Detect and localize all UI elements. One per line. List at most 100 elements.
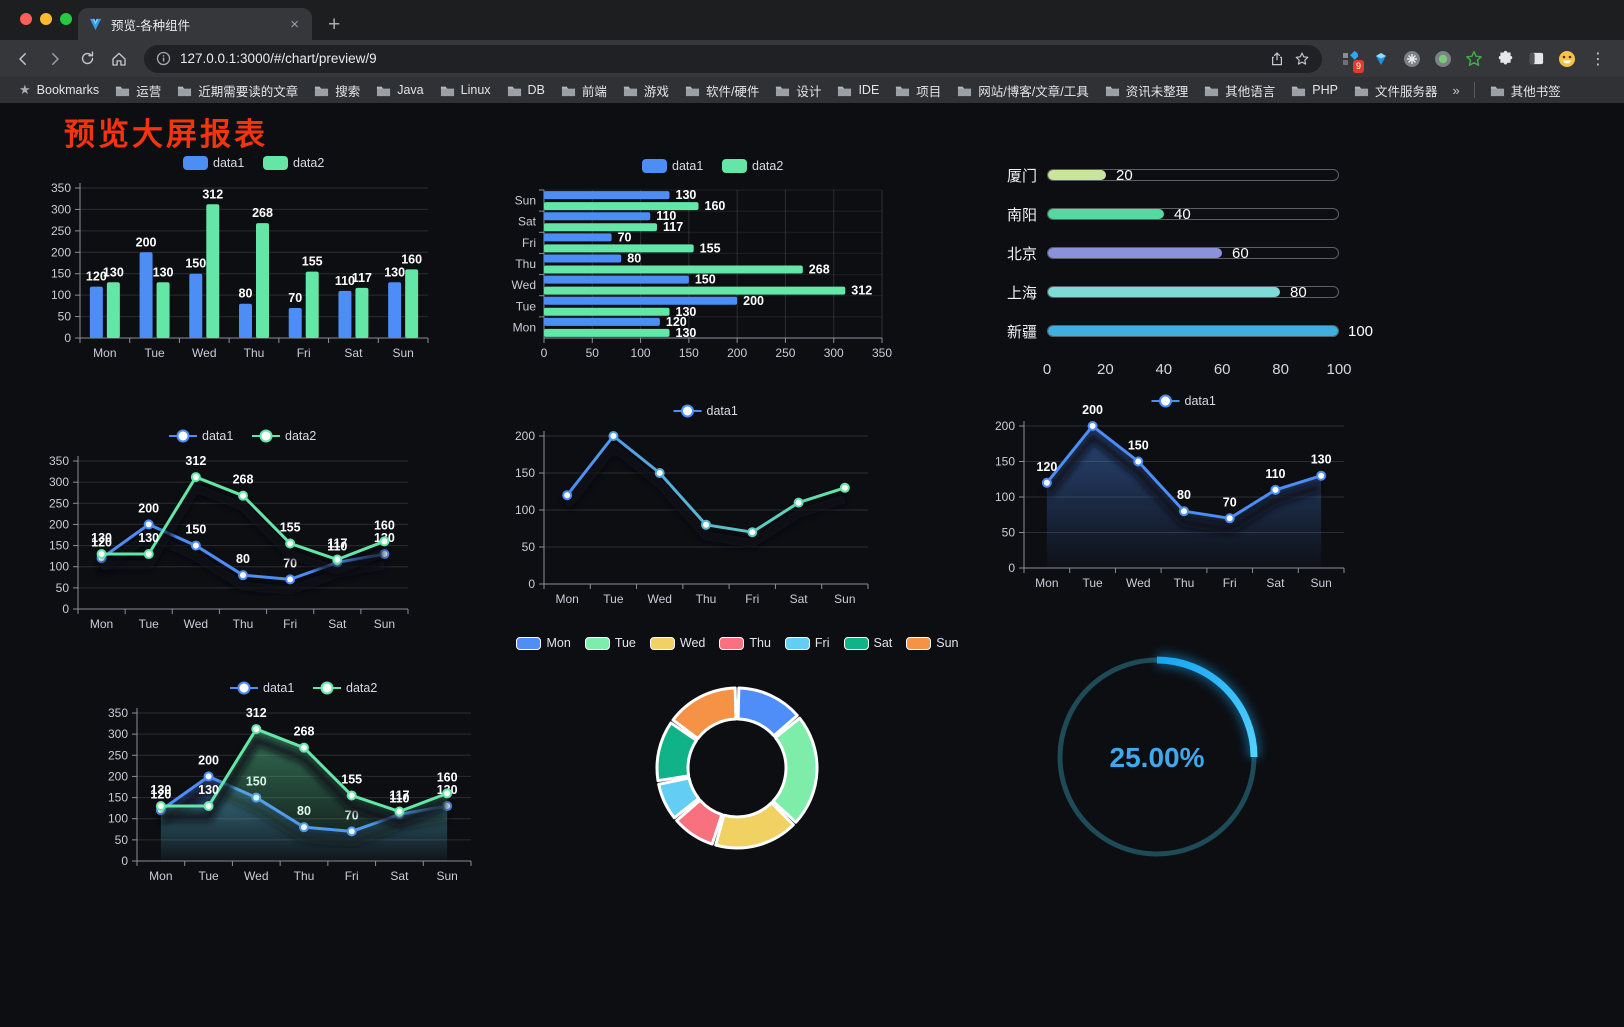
progress-fill bbox=[1048, 326, 1338, 336]
legend-item[interactable]: Tue bbox=[584, 636, 636, 650]
svg-text:160: 160 bbox=[401, 252, 422, 266]
svg-text:50: 50 bbox=[1002, 526, 1016, 540]
svg-text:Fri: Fri bbox=[1223, 576, 1237, 590]
window-minimize-button[interactable] bbox=[40, 13, 52, 25]
svg-text:160: 160 bbox=[374, 518, 395, 532]
window-zoom-button[interactable] bbox=[60, 13, 72, 25]
extensions-puzzle-icon[interactable] bbox=[1495, 49, 1515, 69]
bookmark-folder-item[interactable]: 软件/硬件 bbox=[678, 78, 766, 103]
svg-text:0: 0 bbox=[528, 577, 535, 591]
bookmarks-bar: ★ Bookmarks 运营 近期需要读的文章 搜索 Java Linux DB 前端 游戏软… bbox=[0, 77, 1624, 103]
svg-text:Mon: Mon bbox=[513, 320, 536, 334]
progress-fill bbox=[1048, 248, 1222, 258]
svg-text:110: 110 bbox=[1265, 467, 1285, 481]
home-button[interactable] bbox=[104, 45, 134, 73]
svg-text:250: 250 bbox=[108, 748, 128, 762]
svg-text:Mon: Mon bbox=[90, 617, 113, 631]
snowflake-extension-icon[interactable] bbox=[1402, 49, 1422, 69]
bookmark-folder-item[interactable]: 游戏 bbox=[616, 78, 676, 103]
svg-text:50: 50 bbox=[58, 310, 72, 324]
horizontal-bar-chart[interactable]: data1 data2 0 50 100 150 200 250 300 350 Mon 120 130… bbox=[498, 150, 896, 368]
progress-fill bbox=[1048, 209, 1164, 219]
bookmark-folder-item[interactable]: 其他语言 bbox=[1197, 78, 1282, 103]
legend-item[interactable]: Thu bbox=[719, 636, 771, 650]
page-content: 预览大屏报表 0 50 100 150 200 250 300 350 Mon Tue Wed Thu… bbox=[0, 103, 1624, 1027]
svg-text:Tue: Tue bbox=[198, 869, 219, 883]
svg-text:Tue: Tue bbox=[144, 346, 165, 360]
svg-text:Sat: Sat bbox=[390, 869, 409, 883]
svg-text:Fri: Fri bbox=[745, 592, 759, 606]
grouped-bar-chart[interactable]: 0 50 100 150 200 250 300 350 Mon Tue Wed Thu Fri Sat S… bbox=[38, 148, 438, 368]
side-panel-icon[interactable] bbox=[1526, 49, 1546, 69]
svg-text:0: 0 bbox=[541, 346, 548, 360]
svg-text:Mon: Mon bbox=[149, 869, 172, 883]
svg-text:0: 0 bbox=[64, 331, 71, 345]
svg-text:80: 80 bbox=[236, 552, 250, 566]
bookmark-folder-item[interactable]: 网站/博客/文章/工具 bbox=[950, 78, 1095, 103]
svg-text:200: 200 bbox=[1082, 403, 1103, 417]
svg-text:200: 200 bbox=[49, 517, 69, 531]
bookmarks-manager-item[interactable]: ★ Bookmarks bbox=[19, 82, 100, 97]
progress-row: 新疆 100 bbox=[985, 322, 1373, 341]
browser-menu-icon[interactable]: ⋮ bbox=[1590, 50, 1606, 68]
legend-item[interactable]: Fri bbox=[784, 636, 830, 650]
legend-item[interactable]: Sun bbox=[906, 636, 959, 650]
bookmark-folder-item[interactable]: 文件服务器 bbox=[1347, 78, 1445, 103]
reload-button[interactable] bbox=[72, 45, 102, 73]
window-close-button[interactable] bbox=[20, 13, 32, 25]
area-line-chart[interactable]: 0 50 100 150 200 Mon Tue Wed Thu Fri Sat Sun data1 12… bbox=[982, 386, 1358, 598]
bookmarks-overflow-chevron[interactable]: » bbox=[1452, 82, 1460, 98]
svg-text:Sun: Sun bbox=[515, 194, 536, 208]
svg-text:Thu: Thu bbox=[515, 257, 536, 271]
donut-chart[interactable]: Mon Tue Wed Thu Fri Sat Sun bbox=[516, 631, 959, 893]
url-bar[interactable]: 127.0.0.1:3000/#/chart/preview/9 bbox=[144, 44, 1322, 73]
dual-line-chart[interactable]: 0 50 100 150 200 250 300 350 Mon Tue Wed Thu Fri Sat S… bbox=[36, 421, 422, 639]
green-star-extension-icon[interactable] bbox=[1464, 49, 1484, 69]
percentage-gauge-chart[interactable]: 25.00% bbox=[1037, 637, 1277, 877]
bookmark-folder-item[interactable]: 近期需要读的文章 bbox=[170, 78, 305, 103]
svg-text:Sat: Sat bbox=[1266, 576, 1285, 590]
legend-item[interactable]: Wed bbox=[649, 636, 705, 650]
bookmark-star-icon[interactable] bbox=[1294, 51, 1310, 67]
bookmark-folder-item[interactable]: 设计 bbox=[768, 78, 828, 103]
bookmark-folder-item[interactable]: 搜索 bbox=[307, 78, 367, 103]
svg-text:Thu: Thu bbox=[233, 617, 254, 631]
dual-area-line-chart[interactable]: 0 50 100 150 200 250 300 350 Mon Tue Wed Thu Fri Sat S… bbox=[95, 673, 485, 891]
tab-close-icon[interactable]: × bbox=[290, 15, 299, 33]
svg-text:200: 200 bbox=[743, 294, 764, 308]
bookmark-folder-item[interactable]: Java bbox=[369, 80, 430, 100]
share-icon[interactable] bbox=[1269, 51, 1285, 67]
legend-item[interactable]: Sat bbox=[843, 636, 892, 650]
tab-favicon bbox=[88, 17, 103, 32]
green-dot-extension-icon[interactable] bbox=[1433, 49, 1453, 69]
other-bookmarks-folder[interactable]: 其他书签 bbox=[1483, 78, 1568, 103]
bookmark-folder-item[interactable]: DB bbox=[500, 80, 552, 100]
back-button[interactable] bbox=[8, 45, 38, 73]
browser-tab[interactable]: 预览-各种组件 × bbox=[78, 8, 312, 40]
url-text[interactable]: 127.0.0.1:3000/#/chart/preview/9 bbox=[180, 51, 377, 66]
svg-text:117: 117 bbox=[352, 271, 372, 285]
svg-text:130: 130 bbox=[103, 265, 124, 279]
extension-grid-icon[interactable]: 9 bbox=[1340, 49, 1364, 73]
svg-text:120: 120 bbox=[666, 315, 687, 329]
city-progress-chart[interactable]: 厦门 20 南阳 40 北京 60 上海 80 新疆 100 0 20 40 60 80 100 bbox=[985, 155, 1405, 390]
bookmark-folder-item[interactable]: 项目 bbox=[888, 78, 948, 103]
new-tab-button[interactable]: + bbox=[328, 13, 341, 36]
forward-button[interactable] bbox=[40, 45, 70, 73]
gradient-line-chart[interactable]: 0 50 100 150 200 Mon Tue Wed Thu Fri Sat Sun data1 bbox=[502, 396, 882, 614]
bookmark-folder-item[interactable]: PHP bbox=[1284, 80, 1345, 100]
bookmark-folder-item[interactable]: 前端 bbox=[554, 78, 614, 103]
svg-text:Mon: Mon bbox=[1035, 576, 1058, 590]
bookmark-folder-item[interactable]: Linux bbox=[433, 80, 498, 100]
bookmark-folder-item[interactable]: 资讯未整理 bbox=[1098, 78, 1196, 103]
bookmark-folder-item[interactable]: 运营 bbox=[108, 78, 168, 103]
gem-extension-icon[interactable] bbox=[1371, 49, 1391, 69]
site-info-icon[interactable] bbox=[156, 51, 171, 66]
bookmark-folder-item[interactable]: IDE bbox=[830, 80, 886, 100]
progress-track: 100 bbox=[1047, 323, 1373, 340]
emoji-extension-icon[interactable] bbox=[1557, 49, 1577, 69]
svg-text:50: 50 bbox=[56, 581, 70, 595]
svg-text:Wed: Wed bbox=[647, 592, 671, 606]
legend-item[interactable]: Mon bbox=[516, 636, 571, 650]
svg-text:0: 0 bbox=[121, 854, 128, 868]
